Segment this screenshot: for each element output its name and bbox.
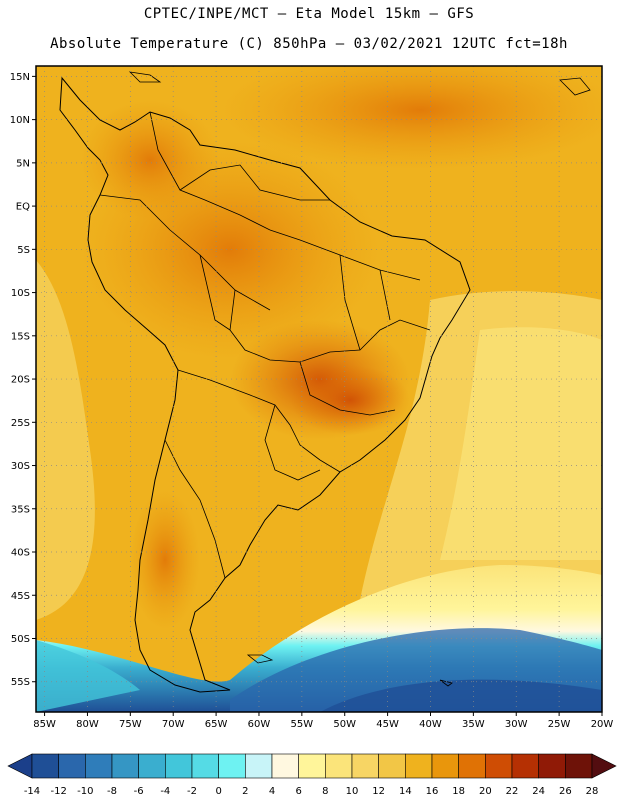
lat-label: 40S bbox=[11, 548, 30, 559]
lon-label: 85W bbox=[33, 719, 56, 730]
colorbar-high-arrow bbox=[591, 753, 617, 779]
colorbar-tick-label: 26 bbox=[559, 786, 572, 797]
country-borders bbox=[99, 111, 431, 579]
colorbar-tick-label: -8 bbox=[107, 786, 117, 797]
colorbar-swatch bbox=[58, 753, 86, 779]
colorbar-swatch bbox=[405, 753, 433, 779]
lon-label: 50W bbox=[333, 719, 356, 730]
plot-frame bbox=[35, 65, 603, 713]
colorbar-swatch bbox=[538, 753, 566, 779]
colorbar-tick-label: -2 bbox=[187, 786, 197, 797]
colorbar-swatch bbox=[485, 753, 513, 779]
lat-label: EQ bbox=[16, 202, 30, 213]
andes-north-warm bbox=[80, 100, 220, 220]
lon-label: 65W bbox=[205, 719, 228, 730]
colorbar-swatch bbox=[565, 753, 593, 779]
pacific-mild-band bbox=[36, 260, 95, 620]
lon-label: 45W bbox=[376, 719, 399, 730]
colorbar-tick-label: 10 bbox=[346, 786, 359, 797]
lat-label: 15S bbox=[11, 331, 30, 342]
colorbar-swatch bbox=[85, 753, 113, 779]
lon-label: 30W bbox=[505, 719, 528, 730]
colorbar-swatch bbox=[298, 753, 326, 779]
colorbar-swatch bbox=[458, 753, 486, 779]
colorbar-tick-label: 12 bbox=[372, 786, 385, 797]
southern-coldest bbox=[320, 679, 602, 712]
colorbar-swatch bbox=[511, 753, 539, 779]
southeast-hot-core bbox=[290, 365, 410, 435]
colorbar-swatch bbox=[245, 753, 273, 779]
colorbar-swatch bbox=[351, 753, 379, 779]
colorbar-tick-label: 16 bbox=[426, 786, 439, 797]
lat-label: 30S bbox=[11, 461, 30, 472]
colorbar-tick-label: 28 bbox=[586, 786, 599, 797]
colorbar-swatch bbox=[271, 753, 299, 779]
colorbar-swatch bbox=[218, 753, 246, 779]
colorbar-tick-label: -12 bbox=[50, 786, 66, 797]
colorbar-tick-label: -4 bbox=[160, 786, 170, 797]
colorbar-low-arrow bbox=[7, 753, 33, 779]
colorbar-swatch bbox=[378, 753, 406, 779]
colorbar-swatch bbox=[138, 753, 166, 779]
colorbar-tick-label: 22 bbox=[506, 786, 519, 797]
lat-label: 45S bbox=[11, 591, 30, 602]
lat-label: 50S bbox=[11, 634, 30, 645]
atlantic-mild-band bbox=[440, 327, 602, 560]
lon-label: 55W bbox=[291, 719, 314, 730]
lat-label: 5N bbox=[16, 158, 30, 169]
lat-label: 10N bbox=[10, 115, 30, 126]
north-warm-area bbox=[220, 66, 602, 170]
colorbar-tick-label: -6 bbox=[134, 786, 144, 797]
colorbar-tick-label: 20 bbox=[479, 786, 492, 797]
colorbar: -14 -12 -10 -8 -6 -4 -2 0 2 4 6 8 10 12 14 16 18 20 22 24 26… bbox=[7, 753, 617, 797]
colorbar-tick-label: 14 bbox=[399, 786, 412, 797]
lon-label: 20W bbox=[591, 719, 614, 730]
lon-label: 35W bbox=[462, 719, 485, 730]
southwest-cold bbox=[36, 640, 140, 712]
lon-label: 25W bbox=[548, 719, 571, 730]
lat-label: 10S bbox=[11, 288, 30, 299]
colorbar-tick-label: -14 bbox=[24, 786, 40, 797]
colorbar-tick-label: 0 bbox=[215, 786, 221, 797]
lat-label: 35S bbox=[11, 504, 30, 515]
lon-label: 60W bbox=[248, 719, 271, 730]
lat-label: 20S bbox=[11, 375, 30, 386]
lat-label: 55S bbox=[11, 677, 30, 688]
colorbar-swatch bbox=[165, 753, 193, 779]
lon-label: 80W bbox=[76, 719, 99, 730]
colorbar-tick-label: 2 bbox=[242, 786, 248, 797]
colorbar-tick-label: 4 bbox=[269, 786, 275, 797]
lon-label: 75W bbox=[119, 719, 142, 730]
colorbar-swatch bbox=[325, 753, 353, 779]
chart-title: CPTEC/INPE/MCT – Eta Model 15km – GFS bbox=[143, 6, 475, 22]
lon-label: 70W bbox=[162, 719, 185, 730]
colorbar-tick-label: 6 bbox=[295, 786, 301, 797]
chart-subtitle: Absolute Temperature (C) 850hPa – 03/02/… bbox=[50, 36, 568, 52]
lat-label: 15N bbox=[10, 72, 30, 83]
colorbar-tick-label: 18 bbox=[452, 786, 465, 797]
lat-label: 25S bbox=[11, 418, 30, 429]
colorbar-swatch bbox=[431, 753, 459, 779]
colorbar-tick-label: 8 bbox=[322, 786, 328, 797]
colorbar-swatch bbox=[111, 753, 139, 779]
colorbar-swatch bbox=[191, 753, 219, 779]
colorbar-swatch bbox=[31, 753, 59, 779]
colorbar-tick-label: 24 bbox=[532, 786, 545, 797]
lon-label: 40W bbox=[419, 719, 442, 730]
colorbar-tick-label: -10 bbox=[77, 786, 93, 797]
lat-label: 5S bbox=[17, 245, 30, 256]
